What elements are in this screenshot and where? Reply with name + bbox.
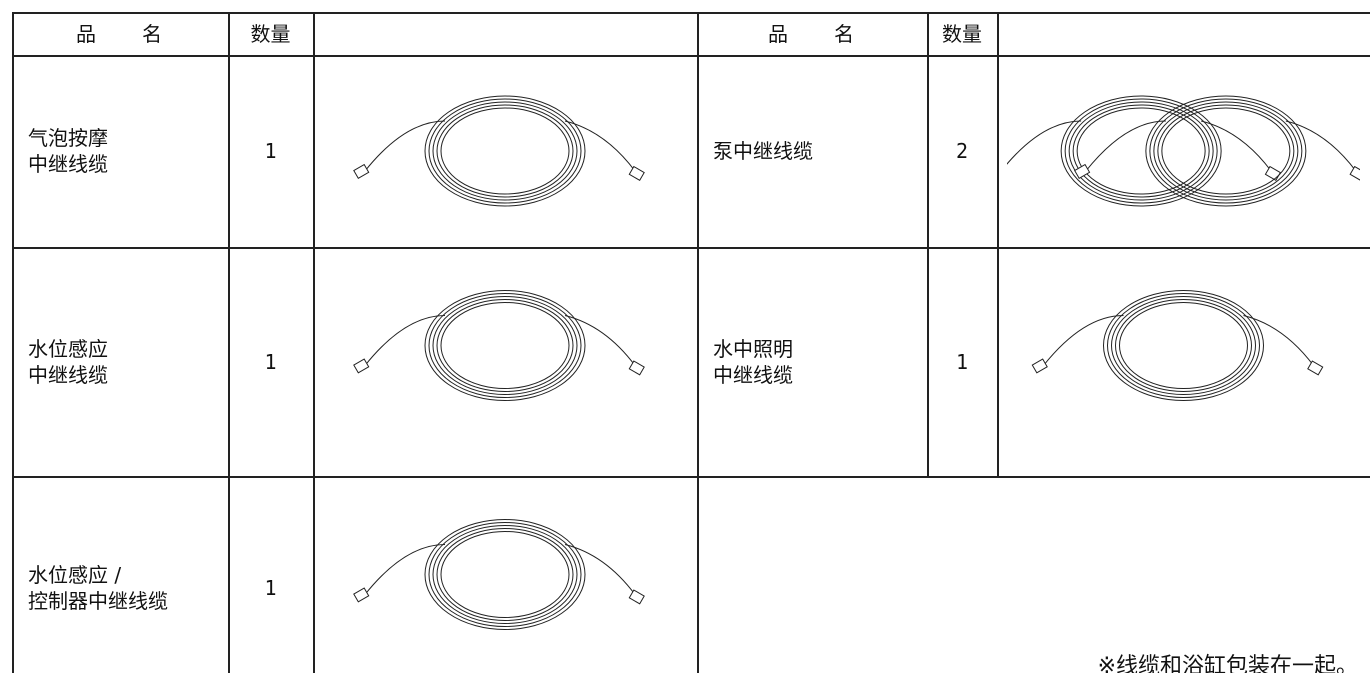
rule bbox=[12, 247, 1370, 249]
cable-illustration bbox=[353, 95, 645, 207]
rule bbox=[228, 12, 230, 673]
item-qty: 1 bbox=[264, 139, 277, 163]
rule bbox=[997, 12, 999, 476]
item-qty: 1 bbox=[264, 576, 277, 600]
item-name: 水位感应 中继线缆 bbox=[12, 247, 228, 476]
cable-illustration bbox=[1007, 95, 1360, 207]
rule bbox=[12, 12, 1370, 14]
rule bbox=[697, 12, 699, 673]
header-qty: 数量 bbox=[942, 21, 982, 46]
item-qty: 1 bbox=[264, 349, 277, 374]
name-line: 中继线缆 bbox=[713, 362, 793, 387]
header-name: 品 名 bbox=[76, 21, 164, 46]
rule bbox=[313, 12, 315, 673]
rule bbox=[12, 55, 1370, 57]
item-name: 气泡按摩 中继线缆 bbox=[12, 55, 228, 247]
name-line: 中继线缆 bbox=[28, 152, 108, 176]
name-line: 中继线缆 bbox=[28, 362, 108, 387]
note: ※线缆和浴缸包装在一起。 bbox=[1097, 654, 1358, 673]
cable-illustration bbox=[353, 519, 645, 630]
item-name: 水中照明 中继线缆 bbox=[697, 247, 927, 476]
item-name: 水位感应 / 控制器中继线缆 bbox=[12, 476, 228, 673]
name-line: 气泡按摩 bbox=[28, 126, 108, 150]
item-name: 泵中继线缆 bbox=[697, 55, 927, 247]
header-qty: 数量 bbox=[250, 21, 291, 46]
item-qty: 1 bbox=[955, 349, 969, 374]
rule bbox=[12, 12, 14, 673]
rule bbox=[927, 12, 929, 476]
name-line: 水位感应 / bbox=[28, 563, 122, 587]
rule bbox=[12, 476, 1370, 478]
cable-illustration bbox=[1031, 290, 1324, 401]
item-qty: 2 bbox=[955, 139, 969, 163]
cable-illustration bbox=[353, 290, 645, 401]
name-line: 水位感应 bbox=[28, 336, 108, 361]
name-line: 控制器中继线缆 bbox=[28, 589, 168, 613]
name-line: 水中照明 bbox=[713, 336, 793, 361]
name-line: 泵中继线缆 bbox=[713, 139, 813, 163]
header-name: 品 名 bbox=[768, 21, 856, 46]
